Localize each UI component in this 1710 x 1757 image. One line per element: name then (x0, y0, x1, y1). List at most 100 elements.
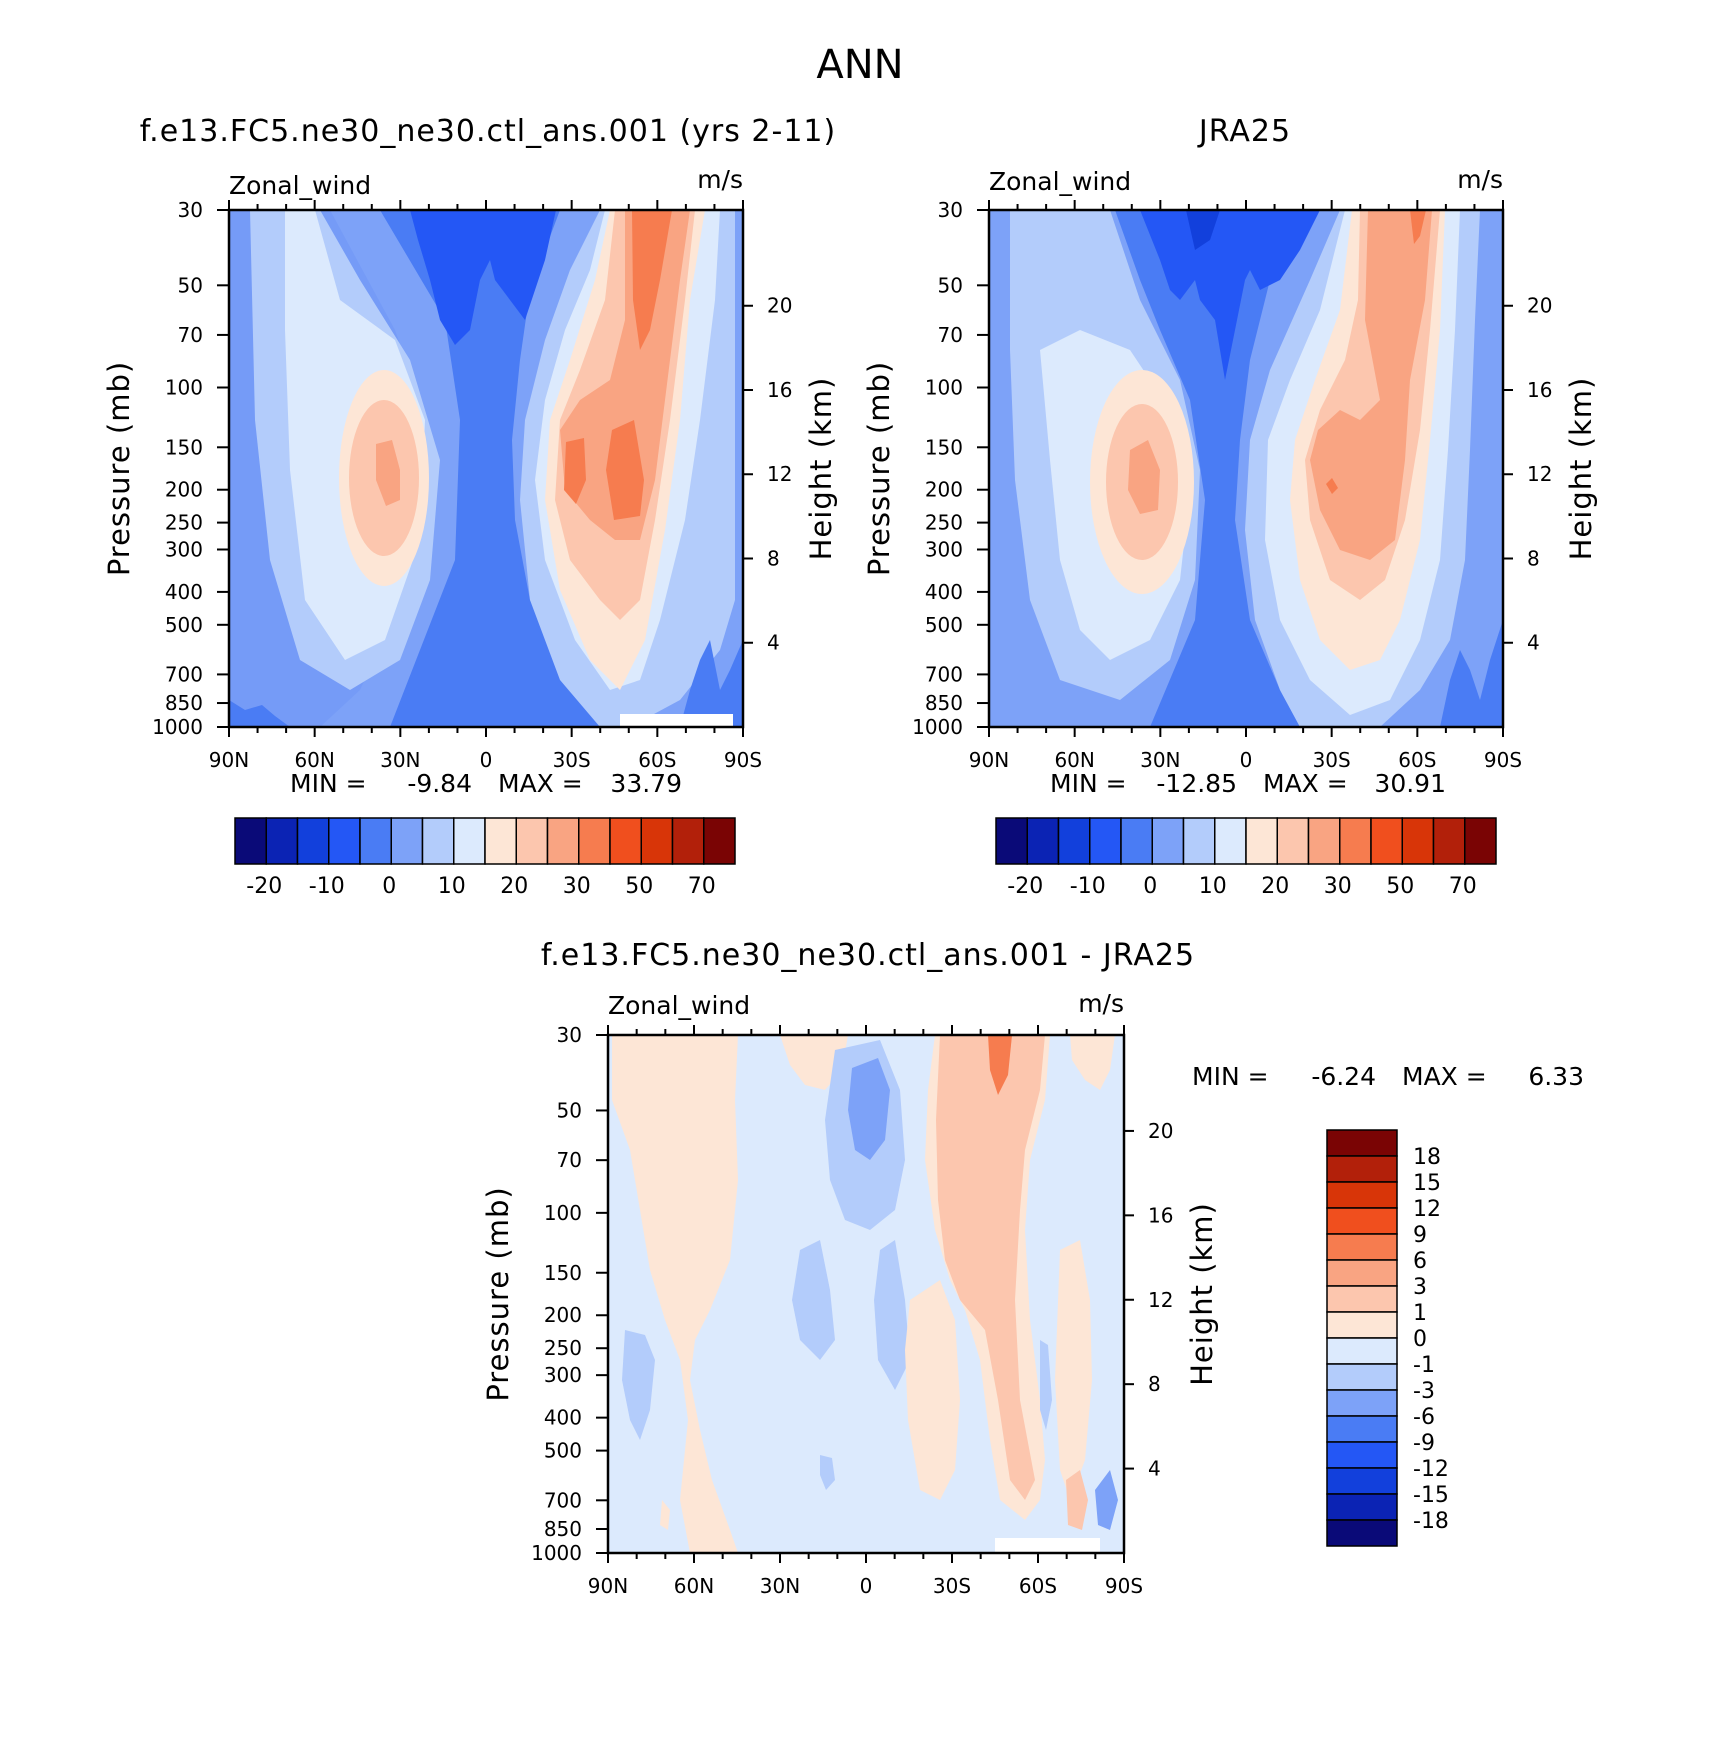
panel-model: f.e13.FC5.ne30_ne30.ctl_ans.001 (yrs 2-1… (102, 114, 838, 899)
model-colorbar-label: -20 (246, 874, 282, 899)
contour-band-antarctic (1440, 620, 1503, 727)
obs-colorbar-swatch (1307, 817, 1341, 865)
diff-colorbar-label: -9 (1413, 1431, 1435, 1456)
panel-model-min-label: MIN = (290, 769, 367, 798)
model-colorbar-label: 30 (563, 874, 591, 899)
model-colorbar-swatch (484, 817, 517, 865)
model-colorbar-swatch (296, 817, 330, 865)
obs-x-tick-label: 90S (1484, 748, 1522, 772)
panel-obs-left-label: Zonal_wind (989, 167, 1131, 196)
diff-colorbar-swatch (1326, 1363, 1398, 1391)
contour-band-sh-jet-core-east (606, 420, 644, 520)
panel-obs-min-value: -12.85 (1156, 769, 1237, 798)
diff-colorbar-swatch (1326, 1181, 1398, 1209)
model-colorbar-label: 0 (382, 874, 396, 899)
panel-obs-colorbar: -20 -10 0 10 20 30 50 70 (995, 817, 1497, 899)
diff-y-tick-label: 1000 (531, 1541, 582, 1565)
diff-y-tick-label: 300 (544, 1363, 582, 1387)
diff-x-tick-label: 0 (860, 1574, 873, 1598)
model-y2-tick-label: 16 (767, 378, 792, 402)
model-colorbar-swatch (421, 817, 455, 865)
obs-y-tick-label: 1000 (912, 715, 963, 739)
obs-colorbar-swatch (1245, 817, 1278, 865)
obs-x-tick-label: 30S (1313, 748, 1351, 772)
obs-y2-tick-label: 20 (1527, 294, 1552, 318)
model-y-tick-label: 500 (165, 613, 203, 637)
obs-colorbar-swatch (1214, 817, 1247, 865)
panel-obs-axes: 90N 60N 30N 0 30S 60S 90S 30 50 70 100 150 200 250300… (862, 198, 1598, 772)
obs-colorbar-swatch (1339, 817, 1372, 865)
model-colorbar-swatch (640, 817, 674, 865)
obs-colorbar-label: 10 (1199, 874, 1227, 899)
model-colorbar-swatch (515, 817, 549, 865)
model-ylabel: Pressure (mb) (102, 361, 136, 576)
model-x-tick-label: 30N (380, 748, 420, 772)
model-x-tick-label: 60N (294, 748, 334, 772)
diff-y-tick-label: 700 (544, 1488, 582, 1512)
contour-band-sh-strat-jet (1410, 210, 1426, 244)
contour-band-tropical-positive (780, 1035, 848, 1090)
panel-diff-right-label: m/s (1078, 989, 1124, 1018)
diff-colorbar-swatch (1326, 1389, 1398, 1417)
panel-obs-min-label: MIN = (1050, 769, 1127, 798)
diff-colorbar-label: 6 (1413, 1249, 1427, 1274)
obs-y-tick-label: 50 (938, 273, 963, 297)
contour-band-sh-strat-core (988, 1035, 1012, 1095)
diff-x-tick-label: 90N (588, 1574, 628, 1598)
contour-band-sh-jet-high (1310, 210, 1432, 560)
panel-model-axes: 90N 60N 30N 0 30S 60S 90S 30 50 70 100 150 200 250300… (102, 198, 838, 772)
obs-colorbar-swatch (1401, 817, 1435, 865)
diff-y-tick-label: 250 (544, 1336, 582, 1360)
panel-diff-axes: 90N 60N 30N 0 30S 60S 90S 30 50 70 100 150 200 250 300… (481, 1023, 1219, 1598)
panel-diff-max-label: MAX = (1402, 1062, 1487, 1091)
model-y2-tick-label: 4 (767, 631, 780, 655)
obs-colorbar-swatch (1089, 817, 1122, 865)
contour-band-sh-positive-mid (936, 1035, 1045, 1500)
panel-model-min-value: -9.84 (407, 769, 472, 798)
diff-ylabel: Pressure (mb) (481, 1186, 515, 1401)
panel-diff-max-value: 6.33 (1528, 1062, 1584, 1091)
panel-diff-min-value: -6.24 (1311, 1062, 1376, 1091)
panel-model-right-label: m/s (697, 165, 743, 194)
contour-band-tropical-negative-core (848, 1058, 890, 1160)
diff-y-tick-label: 500 (544, 1439, 582, 1463)
contour-band-sh-jet-core (1326, 478, 1338, 494)
diff-colorbar-swatch (1326, 1285, 1398, 1313)
contour-band-equator-negative-2 (874, 1240, 910, 1390)
diff-colorbar-label: 3 (1413, 1275, 1427, 1300)
model-y2-tick-label: 8 (767, 546, 780, 570)
model-colorbar-label: 20 (500, 874, 528, 899)
obs-colorbar-swatch (1151, 817, 1185, 865)
model-y-tick-label: 400 (165, 580, 203, 604)
diff-y-tick-label: 30 (557, 1023, 582, 1047)
panel-obs-contours (989, 210, 1503, 727)
contour-band-strat-easterly-core (1186, 210, 1220, 250)
diff-x-tick-label: 30S (933, 1574, 971, 1598)
panel-diff-subtitle: f.e13.FC5.ne30_ne30.ctl_ans.001 - JRA25 (541, 938, 1195, 973)
model-y-tick-label: 700 (165, 662, 203, 686)
model-y-tick-label: 250 (165, 511, 203, 535)
contour-band-surface-nh (229, 700, 290, 727)
model-colorbar-swatch (359, 817, 392, 865)
contour-band-strat-easterly (1140, 210, 1320, 380)
diff-colorbar-label: 9 (1413, 1223, 1427, 1248)
obs-colorbar-swatch (1057, 817, 1091, 865)
model-colorbar-label: 50 (625, 874, 653, 899)
model-y-tick-label: 300 (165, 537, 203, 561)
obs-colorbar-label: 70 (1449, 874, 1477, 899)
diff-colorbar-swatch (1326, 1233, 1398, 1261)
diff-colorbar-swatch (1326, 1259, 1398, 1287)
diff-y2-tick-label: 8 (1148, 1372, 1161, 1396)
diff-colorbar-label: -18 (1413, 1509, 1449, 1534)
diff-x-tick-label: 60N (674, 1574, 714, 1598)
diff-colorbar-swatch (1326, 1337, 1398, 1365)
diff-colorbar-swatch (1326, 1441, 1398, 1469)
diff-colorbar-label: 1 (1413, 1301, 1427, 1326)
contour-band-nh-jet-core (1128, 440, 1160, 514)
model-y-tick-label: 150 (165, 435, 203, 459)
obs-colorbar-swatch (1120, 817, 1153, 865)
contour-band-nh-jet-core (376, 440, 400, 506)
model-colorbar-label: 70 (688, 874, 716, 899)
contour-band-sh-lat-negative (1040, 1340, 1052, 1430)
